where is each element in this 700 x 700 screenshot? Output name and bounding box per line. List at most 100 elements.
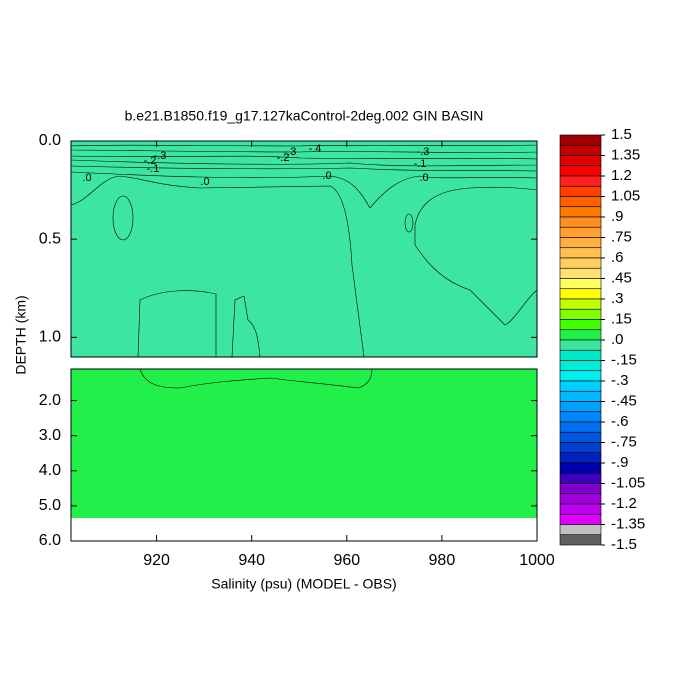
colorbar-box [559, 247, 602, 259]
colorbar-label: -1.5 [611, 536, 637, 553]
contour-label: -.1 [147, 163, 160, 175]
colorbar-label: -.75 [611, 433, 637, 450]
contour-fill [404, 213, 414, 233]
colorbar-label: -1.05 [611, 474, 645, 491]
colorbar-box [559, 257, 602, 269]
colorbar-box [559, 175, 602, 187]
colorbar-label: .3 [611, 290, 624, 307]
colorbar-label: 1.35 [611, 146, 640, 163]
contour-field-top [71, 141, 537, 357]
contour-label: -.3 [417, 146, 430, 158]
contour-fill [71, 175, 365, 357]
contour-line [139, 368, 373, 389]
colorbar-box [559, 349, 602, 361]
colorbar-label: .15 [611, 310, 632, 327]
colorbar-box [559, 411, 602, 423]
colorbar-box [559, 452, 602, 464]
colorbar-label: .6 [611, 249, 624, 266]
colorbar-box [559, 298, 602, 310]
x-tick-label: 920 [143, 552, 170, 569]
colorbar-label: -1.35 [611, 515, 645, 532]
colorbar-box [559, 421, 602, 433]
contour-label: -.4 [309, 143, 322, 155]
colorbar-box [559, 155, 602, 167]
colorbar-box [559, 216, 602, 228]
y-tick-label: 6.0 [39, 532, 61, 549]
colorbar-box [559, 196, 602, 208]
contour-label: .0 [82, 172, 91, 184]
colorbar-label: -.9 [611, 454, 629, 471]
colorbar-box [559, 267, 602, 279]
y-tick-label: 4.0 [39, 462, 61, 479]
colorbar-label: -.15 [611, 351, 637, 368]
colorbar-box [559, 390, 602, 402]
contour-label: -.2 [144, 155, 157, 167]
colorbar-box [559, 134, 602, 146]
plot-frame [70, 140, 538, 358]
contour-fill [112, 195, 134, 241]
colorbar-box [559, 185, 602, 197]
contour-line [71, 155, 537, 172]
colorbar-box [559, 237, 602, 249]
colorbar-box [559, 370, 602, 382]
y-tick-label: 2.0 [39, 392, 61, 409]
x-tick-label: 1000 [519, 552, 555, 569]
colorbar-box [559, 329, 602, 341]
colorbar-label: -.45 [611, 392, 637, 409]
colorbar-box [559, 360, 602, 372]
chart-title: b.e21.B1850.f19_g17.127kaControl-2deg.00… [125, 108, 484, 124]
contour-label: -.3 [154, 150, 167, 162]
contour-fill [71, 141, 537, 357]
y-tick-label: 3.0 [39, 427, 61, 444]
contour-label: .0 [322, 170, 331, 182]
colorbar-box [559, 319, 602, 331]
y-tick-label: 5.0 [39, 497, 61, 514]
x-axis-label: Salinity (psu) (MODEL - OBS) [211, 576, 396, 592]
contour-fill [71, 141, 537, 153]
colorbar-box [559, 472, 602, 484]
plot-frame [70, 368, 538, 542]
colorbar-box [559, 401, 602, 413]
contour-fill [71, 141, 537, 167]
colorbar-label: -1.2 [611, 495, 637, 512]
colorbar-label: .0 [611, 331, 624, 348]
y-tick-label: 0.0 [39, 132, 61, 149]
colorbar-box [559, 483, 602, 495]
colorbar-box [559, 513, 602, 525]
contour-labels: .0 .0 .0 .0 -.3 -.2 -.1 -.3 -.2 -.4 -.3 … [82, 143, 429, 188]
colorbar-box [559, 144, 602, 156]
contour-fill [71, 141, 537, 147]
colorbar-label: .45 [611, 269, 632, 286]
colorbar-box [559, 534, 602, 546]
colorbar-box [559, 431, 602, 443]
colorbar-label: 1.2 [611, 167, 632, 184]
colorbar-box [559, 462, 602, 474]
contour-label: -.3 [284, 146, 297, 158]
x-tick-label: 960 [333, 552, 360, 569]
contour-label: .0 [200, 176, 209, 188]
contour-label: -.2 [277, 152, 290, 164]
y-axis-label: DEPTH (km) [13, 295, 29, 374]
colorbar-box [559, 524, 602, 536]
colorbar-box [559, 380, 602, 392]
colorbar-box [559, 308, 602, 320]
colorbar-label: 1.05 [611, 187, 640, 204]
colorbar-box [559, 339, 602, 351]
y-tick-label: 0.5 [39, 230, 61, 247]
contour-label: .0 [419, 172, 428, 184]
colorbar-label: -.3 [611, 372, 629, 389]
colorbar-label: .75 [611, 228, 632, 245]
colorbar-box [559, 442, 602, 454]
colorbar-label: 1.5 [611, 126, 632, 143]
contour-fill [414, 186, 537, 326]
colorbar-box [559, 493, 602, 505]
colorbar-box [559, 226, 602, 238]
contour-fill [71, 141, 537, 209]
colorbar-box [559, 165, 602, 177]
colorbar-label: .9 [611, 208, 624, 225]
colorbar-label: -.6 [611, 413, 629, 430]
colorbar-box [559, 278, 602, 290]
x-tick-label: 940 [238, 552, 265, 569]
contour-fill [71, 369, 537, 518]
contour-label: -.1 [414, 158, 427, 170]
